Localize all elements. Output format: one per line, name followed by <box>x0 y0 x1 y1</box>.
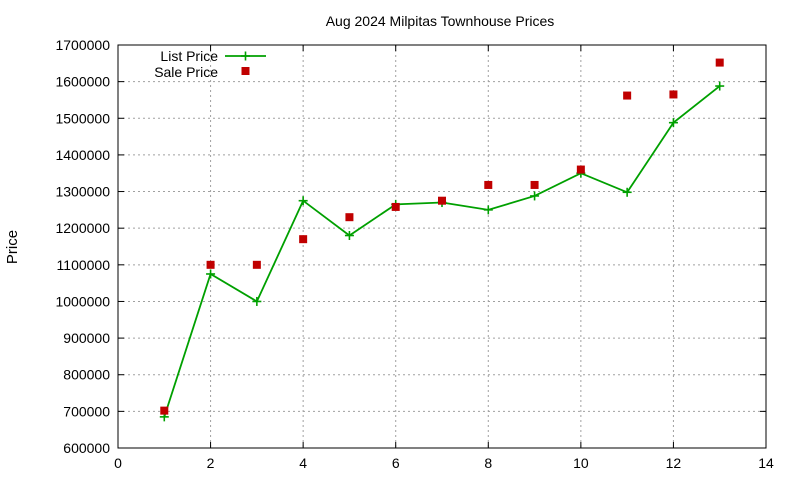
x-tick-label: 12 <box>666 455 682 471</box>
x-tick-label: 4 <box>299 455 307 471</box>
x-tick-label: 0 <box>114 455 122 471</box>
y-tick-label: 700000 <box>63 403 110 419</box>
data-point <box>715 81 725 91</box>
data-point <box>483 205 493 215</box>
y-tick-label: 1700000 <box>55 37 110 53</box>
data-point <box>623 91 632 100</box>
x-tick-label: 8 <box>484 455 492 471</box>
series-line <box>163 85 721 418</box>
series-2 <box>160 58 724 415</box>
data-point <box>299 235 308 244</box>
y-tick-label: 1300000 <box>55 184 110 200</box>
series-layer <box>159 58 725 422</box>
data-point <box>345 213 354 222</box>
data-point <box>391 202 400 211</box>
data-point <box>484 180 493 189</box>
legend-label: Sale Price <box>154 64 218 80</box>
data-point <box>715 58 724 67</box>
legend-entry: List Price <box>160 48 266 64</box>
y-tick-label: 1200000 <box>55 220 110 236</box>
data-point <box>298 196 308 206</box>
data-point <box>206 260 215 269</box>
x-tick-label: 2 <box>207 455 215 471</box>
legend-swatch-marker <box>241 51 250 61</box>
data-point <box>668 118 678 128</box>
data-point <box>530 191 540 201</box>
grid-layer <box>118 45 766 448</box>
legend-entry: Sale Price <box>154 64 250 80</box>
data-point <box>344 231 354 241</box>
data-point <box>160 406 169 415</box>
data-point <box>576 165 585 174</box>
data-point <box>252 296 262 306</box>
plot-frame <box>117 44 767 449</box>
data-point <box>622 187 632 197</box>
y-tick-label: 1500000 <box>55 110 110 126</box>
y-tick-label: 1000000 <box>55 293 110 309</box>
x-tick-label: 6 <box>392 455 400 471</box>
y-tick-label: 1400000 <box>55 147 110 163</box>
legend-label: List Price <box>160 48 218 64</box>
data-point <box>438 196 446 205</box>
y-tick-label: 900000 <box>63 330 110 346</box>
x-tick-label: 14 <box>758 455 774 471</box>
data-point <box>252 260 261 269</box>
data-point <box>530 180 539 189</box>
x-tick-label: 10 <box>573 455 589 471</box>
data-point <box>669 90 678 99</box>
ticks-layer: 0 2 4 6 8 10 12 14 600000 700000 800000 900000 10000… <box>55 37 774 471</box>
y-tick-label: 1100000 <box>57 257 111 273</box>
y-tick-label: 600000 <box>63 440 110 456</box>
y-tick-label: 800000 <box>63 367 110 383</box>
legend-swatch-marker <box>241 67 250 75</box>
y-tick-label: 1600000 <box>55 74 110 90</box>
y-axis-label: Price <box>4 230 21 264</box>
chart-title: Aug 2024 Milpitas Townhouse Prices <box>326 13 555 29</box>
data-point <box>206 269 216 279</box>
series-1 <box>159 81 725 422</box>
